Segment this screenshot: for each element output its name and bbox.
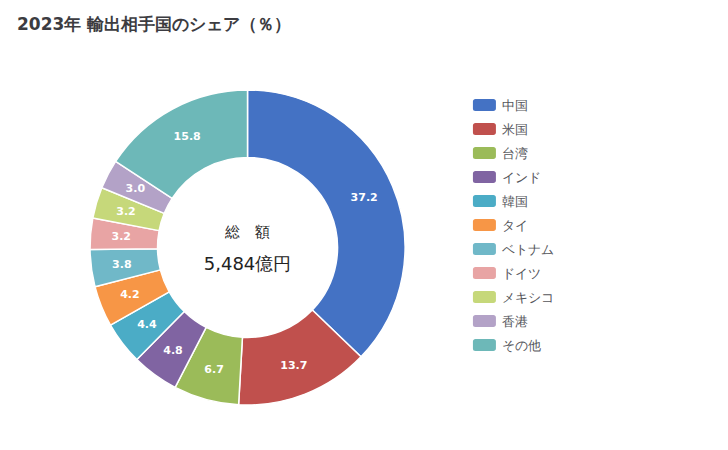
svg-text:その他: その他	[502, 338, 541, 353]
svg-text:3.0: 3.0	[126, 182, 146, 195]
svg-text:13.7: 13.7	[280, 359, 307, 372]
svg-text:4.4: 4.4	[137, 318, 157, 331]
svg-text:15.8: 15.8	[174, 130, 201, 143]
svg-text:5,484億円: 5,484億円	[204, 253, 292, 274]
svg-text:総 額: 総 額	[224, 223, 270, 241]
svg-text:3.2: 3.2	[116, 205, 136, 218]
svg-text:4.2: 4.2	[120, 288, 140, 301]
svg-text:ドイツ: ドイツ	[502, 266, 541, 281]
svg-text:中国: 中国	[502, 98, 528, 113]
svg-text:インド: インド	[502, 170, 541, 185]
svg-text:韓国: 韓国	[502, 194, 528, 209]
svg-text:タイ: タイ	[502, 218, 528, 233]
svg-text:3.2: 3.2	[112, 230, 132, 243]
svg-text:37.2: 37.2	[351, 191, 378, 204]
svg-text:メキシコ: メキシコ	[502, 290, 554, 305]
svg-text:香港: 香港	[502, 314, 528, 329]
svg-text:2023年 輸出相手国のシェア（％）: 2023年 輸出相手国のシェア（％）	[17, 14, 291, 34]
svg-text:3.8: 3.8	[112, 258, 131, 271]
svg-text:台湾: 台湾	[502, 146, 528, 161]
svg-text:4.8: 4.8	[163, 344, 183, 357]
svg-text:ベトナム: ベトナム	[502, 242, 554, 257]
svg-text:米国: 米国	[502, 122, 528, 137]
svg-text:6.7: 6.7	[204, 363, 224, 376]
